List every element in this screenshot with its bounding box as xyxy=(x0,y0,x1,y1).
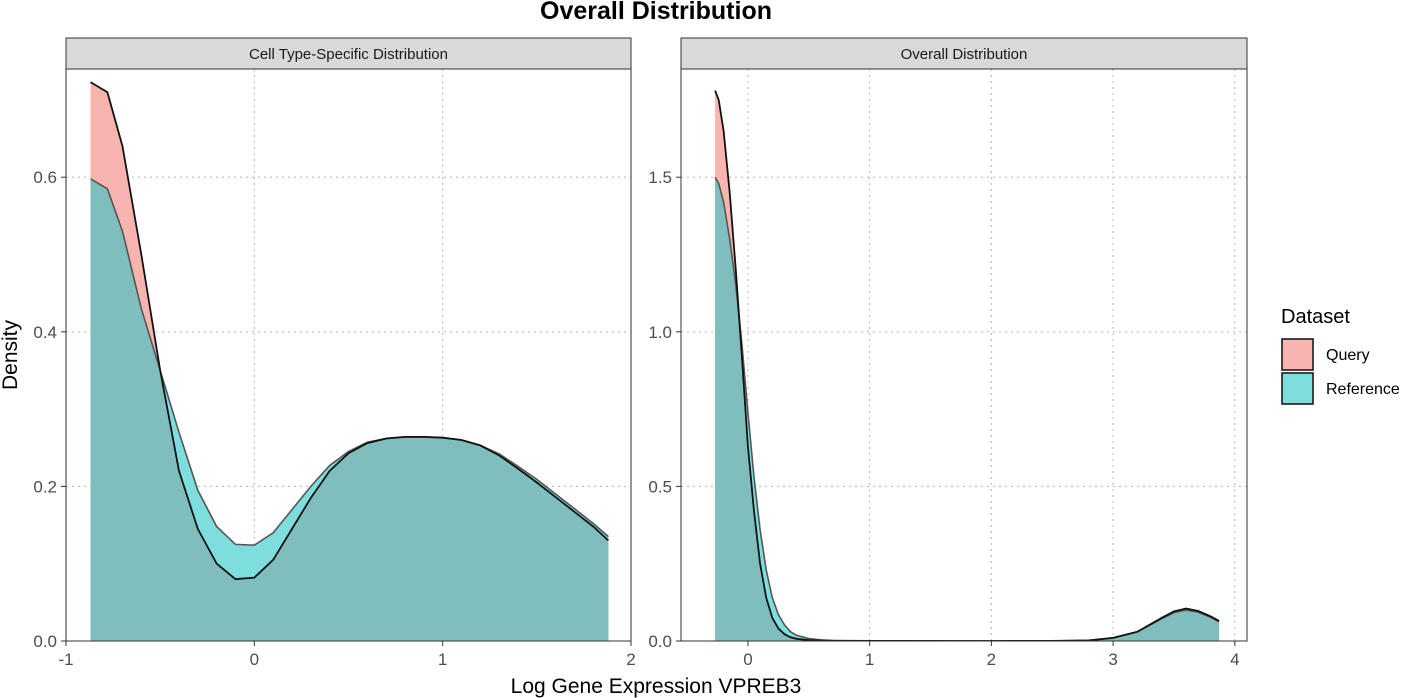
density-layer xyxy=(714,90,1220,641)
strip-1 xyxy=(680,37,1248,70)
legend-key-query xyxy=(1281,338,1314,371)
y-tick-label: 1.0 xyxy=(648,323,672,342)
legend-key-reference xyxy=(1281,372,1314,405)
x-tick-label: 0 xyxy=(250,650,259,669)
line-reference xyxy=(90,178,609,547)
legend-title: Dataset xyxy=(1281,306,1350,328)
area-overlap xyxy=(90,178,609,641)
y-axis-title: Density xyxy=(0,319,22,390)
plot-area xyxy=(681,69,1247,641)
density-layer xyxy=(90,81,610,641)
x-tick-label: 2 xyxy=(987,650,996,669)
y-tick-label: 0.0 xyxy=(648,632,672,651)
x-tick-label: 4 xyxy=(1230,650,1239,669)
panel-border xyxy=(680,68,1248,642)
y-tick-label: 0.0 xyxy=(33,632,57,651)
line-query xyxy=(714,90,1220,641)
y-tick-label: 1.5 xyxy=(648,168,672,187)
x-tick-label: 0 xyxy=(743,650,752,669)
strip-0 xyxy=(65,37,632,70)
x-tick-label: -1 xyxy=(58,650,73,669)
panel-overall: Overall Distribution 0 1 2 3 4 0.0 0.5 1.0 1.5 xyxy=(648,37,1248,669)
x-tick-label: 1 xyxy=(438,650,447,669)
x-tick-label: 3 xyxy=(1108,650,1117,669)
y-tick-label: 0.5 xyxy=(648,477,672,496)
chart-title: Overall Distribution xyxy=(540,0,772,25)
x-axis-title: Log Gene Expression VPREB3 xyxy=(511,675,802,698)
y-tick-label: 0.4 xyxy=(33,323,57,342)
panel-cell-type-specific: Cell Type-Specific Distribution -1 0 1 2 0.0 0… xyxy=(33,37,636,669)
strip-label: Overall Distribution xyxy=(901,46,1028,63)
panel-border xyxy=(65,68,632,642)
line-query xyxy=(90,81,610,581)
y-tick-label: 0.6 xyxy=(33,168,57,187)
y-tick-label: 0.2 xyxy=(33,477,57,496)
legend-label-query: Query xyxy=(1326,347,1370,364)
x-tick-label: 2 xyxy=(626,650,635,669)
x-tick-label: 1 xyxy=(865,650,874,669)
strip-label: Cell Type-Specific Distribution xyxy=(249,46,448,63)
legend: Dataset Query Reference xyxy=(1281,306,1400,405)
legend-label-reference: Reference xyxy=(1326,381,1400,398)
